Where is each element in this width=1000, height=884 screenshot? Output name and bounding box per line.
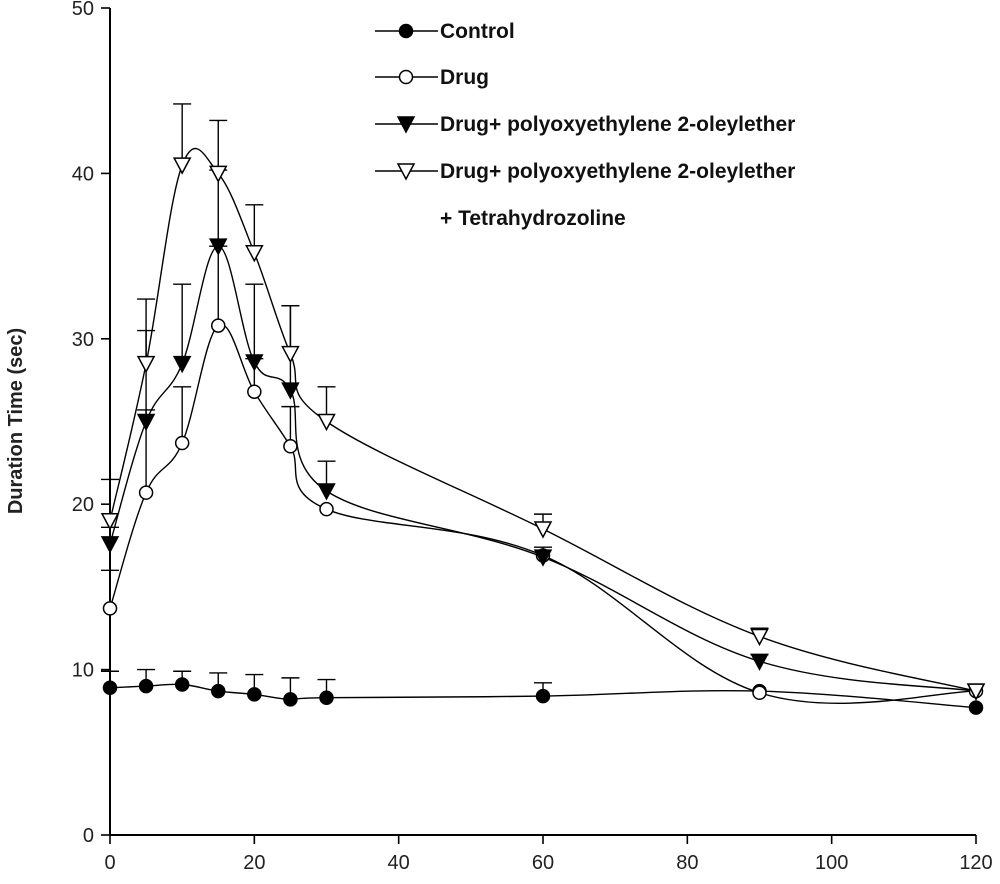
x-ticks: 0 20 40 60 80 100 120 <box>104 835 993 874</box>
legend-marker-drug-poe-thz <box>396 163 416 181</box>
x-tick-label: 0 <box>104 852 115 874</box>
y-tick-label: 20 <box>72 494 94 516</box>
data-point-drug-poe <box>317 483 336 501</box>
data-point-control <box>535 688 551 704</box>
legend: Control Drug Drug+ polyoxyethylene 2-ole… <box>375 20 795 230</box>
data-point-drug <box>247 384 262 399</box>
legend-marker-control <box>398 23 414 39</box>
error-bar-drug <box>173 386 192 444</box>
series-line-drug <box>109 323 977 704</box>
data-point-control <box>247 687 262 702</box>
y-tick-label: 50 <box>72 0 94 20</box>
y-tick-label: 10 <box>72 660 94 682</box>
data-point-drug-poe <box>209 238 228 256</box>
legend-label-drug-poe: Drug+ polyoxyethylene 2-oleylether <box>440 113 795 136</box>
data-point-control <box>138 678 154 694</box>
data-point-drug <box>211 318 226 333</box>
legend-marker-drug-poe <box>396 116 416 134</box>
data-point-control <box>319 690 334 705</box>
data-point-drug-poe-thz <box>317 413 336 432</box>
error-bar-drug-poe-thz <box>137 298 156 364</box>
data-point-drug-poe <box>533 549 553 567</box>
data-point-drug-poe <box>136 413 156 432</box>
y-axis-title: Duration Time (sec) <box>5 328 27 514</box>
legend-label-drug-poe-thz-line2: + Tetrahydrozoline <box>440 207 626 230</box>
data-point-drug-poe <box>172 355 192 374</box>
data-point-drug <box>102 601 118 616</box>
error-bars <box>101 103 769 700</box>
y-tick-label: 40 <box>72 163 94 185</box>
data-point-drug-poe-thz <box>209 165 228 183</box>
data-point-drug-poe <box>245 354 264 372</box>
x-tick-label: 120 <box>959 852 992 874</box>
data-point-drug <box>752 685 767 701</box>
data-point-drug-poe-thz <box>172 157 192 175</box>
markers <box>100 157 986 715</box>
x-tick-label: 100 <box>815 852 848 874</box>
data-point-control <box>968 700 984 715</box>
error-bar-drug-poe-thz <box>173 103 192 166</box>
legend-label-control: Control <box>440 20 515 43</box>
error-bar-drug-poe <box>173 283 192 364</box>
error-bar-drug <box>209 245 228 326</box>
y-tick-label: 0 <box>83 825 94 847</box>
error-bar-drug-poe-thz <box>281 305 300 354</box>
data-point-drug <box>283 439 298 454</box>
data-point-control <box>283 692 298 707</box>
data-point-control <box>211 683 226 699</box>
data-point-drug <box>174 435 190 451</box>
data-point-drug-poe-thz <box>533 521 553 539</box>
data-point-drug-poe-thz <box>136 355 156 374</box>
x-tick-label: 60 <box>532 852 554 874</box>
x-tick-label: 20 <box>243 852 265 874</box>
data-point-drug-poe <box>281 382 300 400</box>
error-bar-drug-poe-thz <box>245 204 264 253</box>
data-point-control <box>174 677 190 692</box>
series-line-drug-poe <box>109 245 977 692</box>
data-point-drug <box>138 485 154 500</box>
data-point-drug-poe-thz <box>245 245 264 263</box>
data-point-drug-poe-thz <box>750 628 769 647</box>
data-point-drug-poe-thz <box>281 345 300 364</box>
data-point-control <box>102 680 118 696</box>
data-point-drug <box>319 501 334 517</box>
y-tick-label: 30 <box>72 329 94 351</box>
legend-label-drug-poe-thz: Drug+ polyoxyethylene 2-oleylether <box>440 160 795 183</box>
data-point-drug-poe <box>750 653 769 671</box>
x-tick-label: 40 <box>388 852 410 874</box>
data-point-drug-poe-thz <box>966 683 986 701</box>
legend-label-drug: Drug <box>440 66 489 89</box>
error-bar-drug-poe-thz <box>209 119 228 174</box>
data-point-drug-poe <box>100 536 120 554</box>
error-bar-drug-poe <box>245 283 264 362</box>
legend-marker-drug <box>398 69 414 85</box>
series-lines <box>109 147 977 709</box>
y-ticks: 0 10 20 30 40 50 <box>72 0 110 847</box>
x-tick-label: 80 <box>676 852 698 874</box>
data-point-drug-poe-thz <box>100 512 120 531</box>
